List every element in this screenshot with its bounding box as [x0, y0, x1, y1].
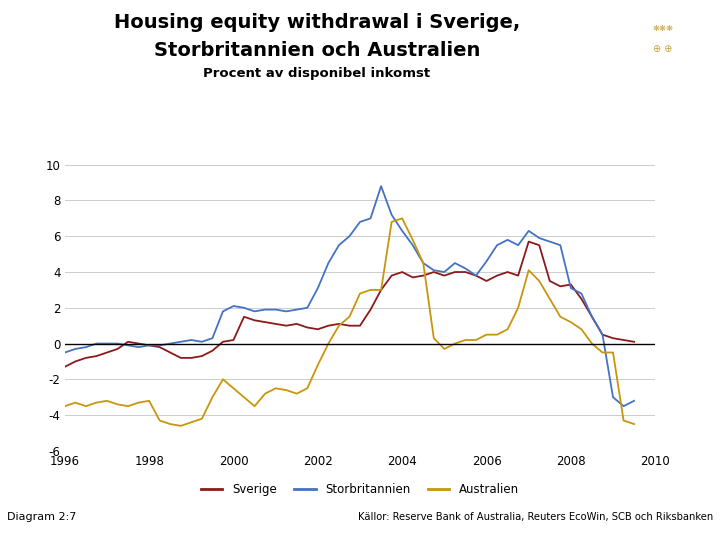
- Text: Storbritannien och Australien: Storbritannien och Australien: [153, 40, 480, 59]
- Text: SVERIGES
RIKSBANK: SVERIGES RIKSBANK: [644, 65, 681, 76]
- Text: ⊕ ⊕: ⊕ ⊕: [653, 44, 672, 54]
- Legend: Sverige, Storbritannien, Australien: Sverige, Storbritannien, Australien: [197, 478, 523, 501]
- Text: Källor: Reserve Bank of Australia, Reuters EcoWin, SCB och Riksbanken: Källor: Reserve Bank of Australia, Reute…: [358, 512, 713, 522]
- Text: ❋❋❋: ❋❋❋: [652, 24, 673, 33]
- Text: Housing equity withdrawal i Sverige,: Housing equity withdrawal i Sverige,: [114, 14, 520, 32]
- Text: Diagram 2:7: Diagram 2:7: [7, 512, 76, 522]
- Text: Procent av disponibel inkomst: Procent av disponibel inkomst: [203, 68, 431, 80]
